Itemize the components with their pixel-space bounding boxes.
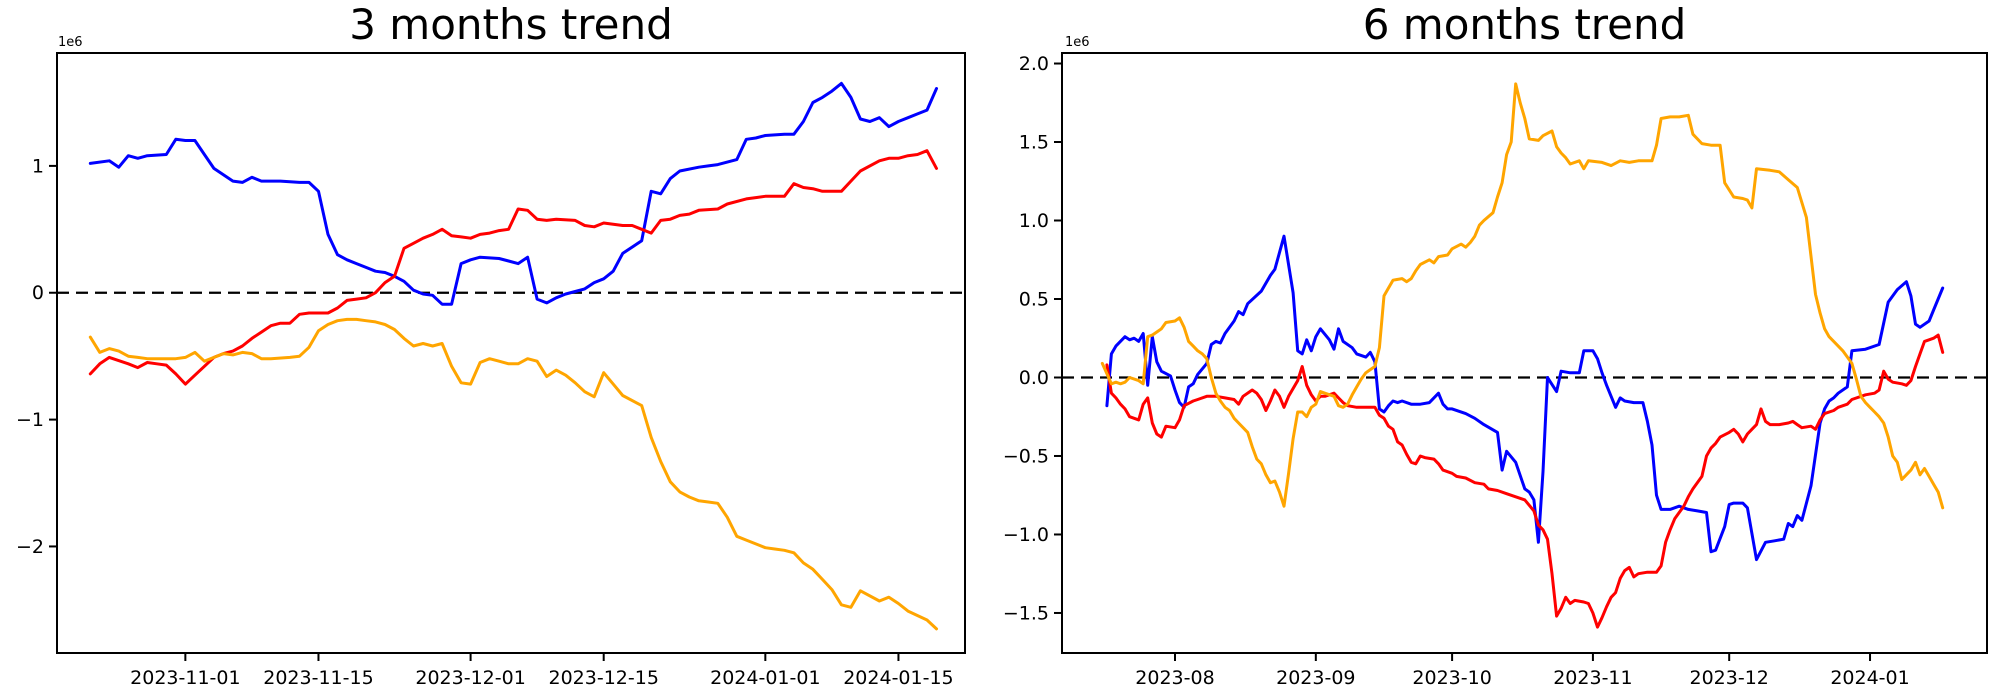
chart-3-months-trend: 3 months trend 1e6 1 0 −1 −2 2023-11-01 2023-… bbox=[16, 0, 966, 689]
y-tick-label: 0 bbox=[32, 282, 44, 304]
x-tick-label: 2023-11-15 bbox=[263, 667, 373, 689]
y-tick-label: 1.5 bbox=[1019, 132, 1049, 154]
x-tick-label: 2023-12 bbox=[1690, 667, 1769, 689]
chart-6-months-trend: 6 months trend 1e6 2.0 1.5 1.0 0.5 0.0 −0.5 −1… bbox=[1000, 0, 2000, 700]
series-red-line bbox=[1105, 333, 1945, 629]
x-tick-label: 2024-01 bbox=[1830, 667, 1909, 689]
chart-title-6-months: 6 months trend bbox=[1362, 0, 1687, 49]
axes-frame bbox=[56, 52, 966, 654]
x-tick-label: 2024-01-15 bbox=[843, 667, 953, 689]
series-blue-line bbox=[1105, 234, 1945, 562]
series-red-line bbox=[88, 149, 938, 386]
y-tick-label: 0.0 bbox=[1019, 367, 1049, 389]
x-tick-label: 2023-12-01 bbox=[415, 667, 525, 689]
plot-area-3-months: 1 0 −1 −2 2023-11-01 2023-11-15 2023-12-01 2023… bbox=[16, 52, 966, 689]
y-tick-label: 2.0 bbox=[1019, 53, 1049, 75]
x-tick-label: 2023-10 bbox=[1412, 667, 1491, 689]
series-orange-line bbox=[1100, 82, 1945, 510]
y-tick-label: 1 bbox=[32, 155, 44, 177]
axes-frame bbox=[1061, 52, 1988, 654]
plot-area-6-months: 2.0 1.5 1.0 0.5 0.0 −0.5 −1.0 −1.5 2023-08 2023-0… bbox=[1003, 52, 1988, 689]
x-tick-label: 2023-12-15 bbox=[548, 667, 658, 689]
x-tick-label: 2023-11-01 bbox=[130, 667, 240, 689]
y-axis-offset-label: 1e6 bbox=[1065, 35, 1090, 50]
y-tick-label: −1.0 bbox=[1003, 524, 1049, 546]
y-tick-label: 1.0 bbox=[1019, 210, 1049, 232]
x-tick-label: 2023-08 bbox=[1135, 667, 1214, 689]
chart-title-3-months: 3 months trend bbox=[349, 0, 673, 49]
y-tick-label: −2 bbox=[16, 536, 44, 558]
y-tick-label: −0.5 bbox=[1003, 445, 1049, 467]
x-tick-label: 2023-09 bbox=[1276, 667, 1355, 689]
x-tick-label: 2023-11 bbox=[1553, 667, 1632, 689]
series-blue-line bbox=[88, 81, 938, 306]
series-orange-line bbox=[88, 317, 938, 631]
x-tick-label: 2024-01-01 bbox=[710, 667, 820, 689]
y-tick-label: −1.5 bbox=[1003, 602, 1049, 624]
y-tick-label: 0.5 bbox=[1019, 288, 1049, 310]
y-tick-label: −1 bbox=[16, 409, 44, 431]
y-axis-offset-label: 1e6 bbox=[58, 35, 83, 50]
